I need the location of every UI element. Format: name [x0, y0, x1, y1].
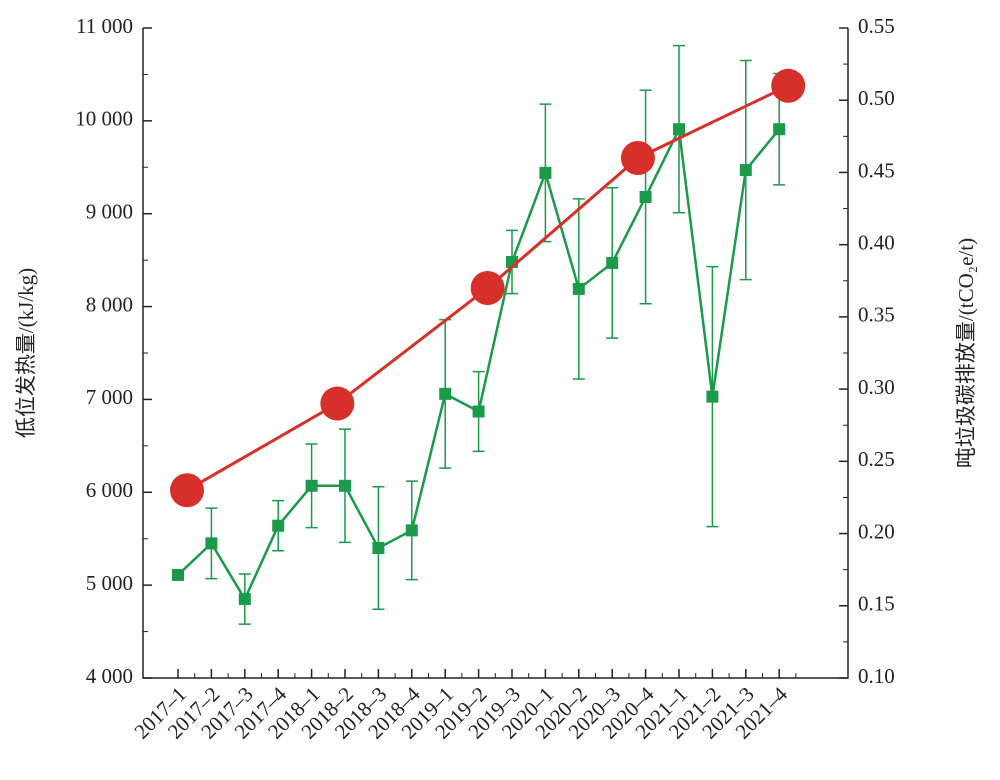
point — [739, 164, 752, 177]
y-tick-label: 6 000 — [86, 478, 133, 502]
y2-axis-label: 吨垃圾碳排放量/(tCO₂e/t) — [954, 238, 978, 468]
point — [673, 123, 685, 136]
point — [771, 68, 806, 103]
point — [470, 271, 505, 305]
point — [372, 542, 385, 554]
point — [272, 519, 285, 532]
y-tick-label: 8 000 — [86, 292, 133, 316]
point — [620, 141, 655, 175]
point — [439, 387, 452, 400]
point — [706, 390, 719, 403]
point — [238, 593, 251, 606]
point — [170, 473, 205, 508]
point — [606, 256, 619, 269]
y2-tick-label: 0.45 — [858, 158, 895, 182]
point — [539, 166, 552, 179]
y2-tick-label: 0.20 — [858, 519, 895, 543]
axes — [142, 28, 849, 679]
point — [172, 568, 184, 581]
point — [339, 479, 351, 492]
point — [572, 282, 585, 295]
point — [205, 537, 218, 550]
point — [639, 191, 652, 203]
y-tick-label: 10 000 — [75, 107, 133, 131]
y2-tick-label: 0.35 — [858, 303, 895, 327]
y2-tick-label: 0.55 — [858, 14, 895, 38]
y2-tick-label: 0.40 — [858, 230, 895, 254]
line — [177, 124, 781, 602]
y2-tick-label: 0.10 — [858, 664, 895, 688]
y2-tick-label: 0.50 — [858, 86, 895, 110]
y-tick-label: 11 000 — [76, 14, 133, 38]
point — [773, 123, 786, 136]
point — [405, 524, 418, 537]
point — [305, 479, 318, 492]
y-tick-label: 4 000 — [86, 664, 133, 688]
y2-tick-label: 0.25 — [858, 447, 895, 471]
y2-tick-label: 0.30 — [858, 375, 895, 399]
y-tick-label: 7 000 — [86, 385, 133, 409]
y2-tick-label: 0.15 — [858, 592, 895, 616]
y-tick-label: 9 000 — [86, 200, 133, 224]
y-axis-label: 低位发热量/(kJ/kg) — [14, 268, 38, 438]
point — [320, 386, 355, 421]
y-tick-label: 5 000 — [86, 571, 133, 595]
point — [472, 405, 485, 418]
